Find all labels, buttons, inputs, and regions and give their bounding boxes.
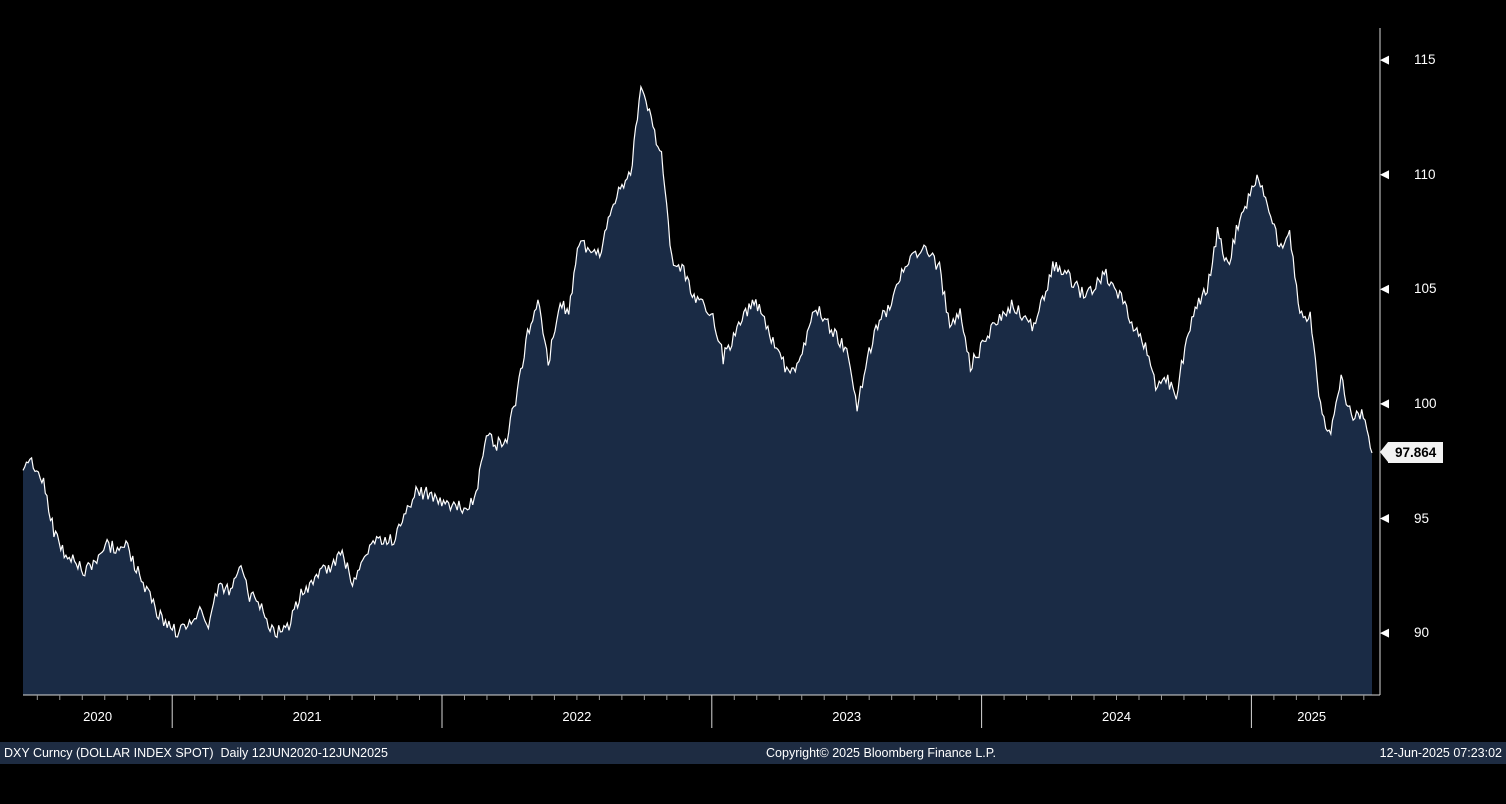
y-axis-label-95: 95 [1414,510,1430,526]
x-axis-label-2024: 2024 [1102,709,1131,724]
y-tick-arrow-icon [1380,399,1389,409]
price-line [22,84,1373,639]
y-axis-label-105: 105 [1414,281,1437,297]
x-axis-label-2023: 2023 [832,709,862,724]
price-area-fill [23,86,1372,696]
y-tick-arrow-icon [1380,284,1389,294]
y-tick-arrow-icon [1380,170,1389,180]
x-axis-label-2022: 2022 [562,709,592,724]
y-axis-label-110: 110 [1414,166,1436,182]
price-arrow-icon [1380,442,1388,463]
x-axis-label-2025: 2025 [1297,709,1327,724]
last-price-value: 97.864 [1395,445,1437,461]
x-axis-label-2020: 2020 [83,709,113,724]
chart-title: DXY Curncy (DOLLAR INDEX SPOT) Daily 12J… [4,746,388,760]
y-axis-label-100: 100 [1414,395,1437,411]
y-tick-arrow-icon [1380,628,1389,638]
x-axis-label-2021: 2021 [292,709,322,724]
y-axis-label-90: 90 [1414,625,1430,641]
copyright-text: Copyright© 2025 Bloomberg Finance L.P. [766,746,996,760]
y-tick-arrow-icon [1380,514,1389,524]
footer-bar: DXY Curncy (DOLLAR INDEX SPOT) Daily 12J… [0,742,1506,764]
y-axis-label-115: 115 [1414,52,1436,68]
y-tick-arrow-icon [1380,55,1389,65]
timestamp: 12-Jun-2025 07:23:02 [1379,746,1502,760]
last-price-badge: 97.864 [1380,442,1444,464]
